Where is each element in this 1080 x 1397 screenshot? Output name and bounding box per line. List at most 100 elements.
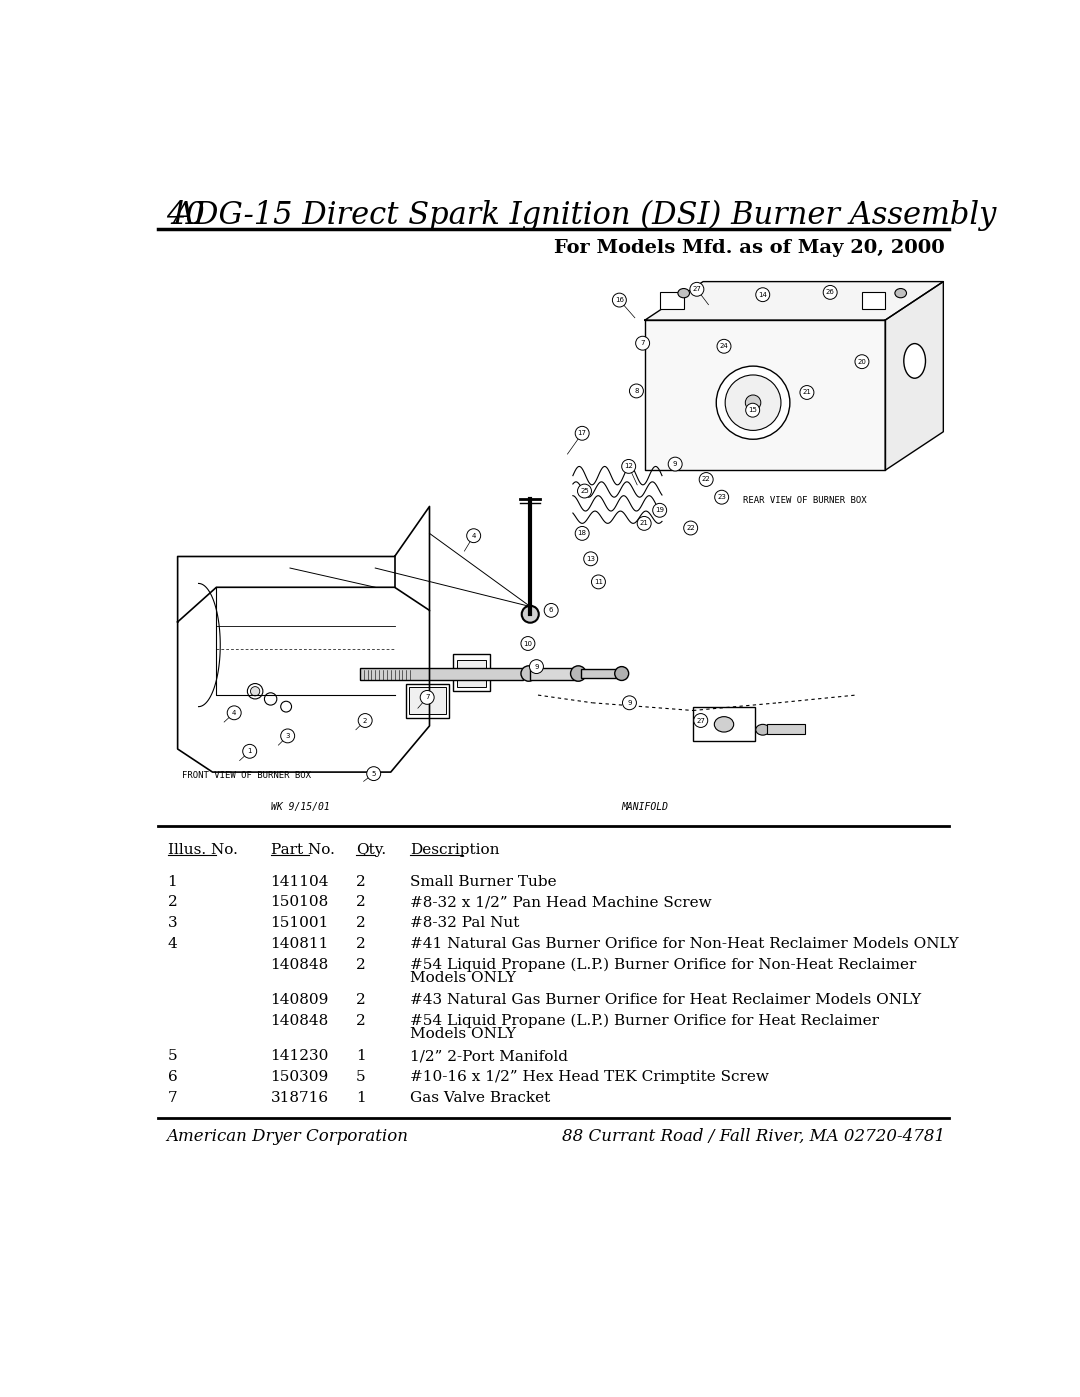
Text: 4: 4 <box>167 937 177 951</box>
Circle shape <box>420 690 434 704</box>
Text: 16: 16 <box>615 298 624 303</box>
Text: 5: 5 <box>372 771 376 777</box>
Text: #41 Natural Gas Burner Orifice for Non-Heat Reclaimer Models ONLY: #41 Natural Gas Burner Orifice for Non-H… <box>410 937 959 951</box>
Text: 1: 1 <box>167 875 177 888</box>
Text: 20: 20 <box>858 359 866 365</box>
Text: Models ONLY: Models ONLY <box>410 1027 516 1041</box>
Text: 2: 2 <box>356 916 366 930</box>
Text: 2: 2 <box>356 875 366 888</box>
Text: 9: 9 <box>673 461 677 467</box>
Text: 88 Currant Road / Fall River, MA 02720-4781: 88 Currant Road / Fall River, MA 02720-4… <box>562 1127 945 1144</box>
Text: 140809: 140809 <box>271 993 329 1007</box>
Circle shape <box>669 457 683 471</box>
Circle shape <box>636 337 649 351</box>
Bar <box>530 668 577 680</box>
Ellipse shape <box>615 666 629 680</box>
Text: 1: 1 <box>356 1049 366 1063</box>
Circle shape <box>690 282 704 296</box>
Text: 18: 18 <box>578 531 586 536</box>
Circle shape <box>247 683 262 698</box>
Text: 6: 6 <box>549 608 553 613</box>
Circle shape <box>637 517 651 531</box>
Text: Part No.: Part No. <box>271 842 335 856</box>
Text: 1/2” 2-Port Manifold: 1/2” 2-Port Manifold <box>410 1049 568 1063</box>
Circle shape <box>855 355 869 369</box>
Circle shape <box>699 472 713 486</box>
Text: 7: 7 <box>167 1091 177 1105</box>
Text: 6: 6 <box>167 1070 177 1084</box>
Circle shape <box>800 386 814 400</box>
Text: Qty.: Qty. <box>356 842 386 856</box>
Text: 141230: 141230 <box>271 1049 329 1063</box>
Text: 2: 2 <box>363 718 367 724</box>
Text: 1: 1 <box>356 1091 366 1105</box>
Text: 10: 10 <box>524 640 532 647</box>
Circle shape <box>592 576 606 588</box>
Circle shape <box>717 339 731 353</box>
Circle shape <box>281 729 295 743</box>
Circle shape <box>467 529 481 542</box>
Text: 318716: 318716 <box>271 1091 328 1105</box>
Bar <box>409 687 446 714</box>
Text: 150309: 150309 <box>271 1070 329 1084</box>
Bar <box>661 292 684 309</box>
Text: 14: 14 <box>758 292 767 298</box>
Ellipse shape <box>756 725 770 735</box>
Circle shape <box>622 696 636 710</box>
Bar <box>360 668 523 680</box>
Ellipse shape <box>522 606 539 623</box>
Ellipse shape <box>678 289 689 298</box>
Circle shape <box>756 288 770 302</box>
Text: ADG-15 Direct Spark Ignition (DSI) Burner Assembly: ADG-15 Direct Spark Ignition (DSI) Burne… <box>173 200 997 231</box>
Text: 2: 2 <box>356 895 366 909</box>
Bar <box>581 669 619 678</box>
Text: Models ONLY: Models ONLY <box>410 971 516 985</box>
Text: 24: 24 <box>719 344 728 349</box>
Text: 13: 13 <box>586 556 595 562</box>
Text: 9: 9 <box>535 664 539 669</box>
Circle shape <box>693 714 707 728</box>
Text: 8: 8 <box>634 388 638 394</box>
Text: 11: 11 <box>594 578 603 585</box>
Text: 23: 23 <box>717 495 726 500</box>
Text: 141104: 141104 <box>271 875 329 888</box>
Circle shape <box>652 503 666 517</box>
Text: 3: 3 <box>167 916 177 930</box>
Text: 2: 2 <box>167 895 177 909</box>
Ellipse shape <box>714 717 733 732</box>
Text: 26: 26 <box>826 289 835 295</box>
Circle shape <box>281 701 292 712</box>
Circle shape <box>578 485 592 497</box>
Circle shape <box>529 659 543 673</box>
Text: 1: 1 <box>247 749 252 754</box>
Text: 5: 5 <box>356 1070 365 1084</box>
Circle shape <box>684 521 698 535</box>
Text: 7: 7 <box>640 341 645 346</box>
Ellipse shape <box>570 666 586 682</box>
Circle shape <box>622 460 636 474</box>
Text: For Models Mfd. as of May 20, 2000: For Models Mfd. as of May 20, 2000 <box>554 239 945 257</box>
Text: #54 Liquid Propane (L.P.) Burner Orifice for Non-Heat Reclaimer: #54 Liquid Propane (L.P.) Burner Orifice… <box>410 958 917 972</box>
Text: 151001: 151001 <box>271 916 329 930</box>
Circle shape <box>367 767 380 781</box>
Text: 140811: 140811 <box>271 937 329 951</box>
Circle shape <box>359 714 373 728</box>
Text: 25: 25 <box>580 488 589 495</box>
Text: 21: 21 <box>639 520 649 527</box>
Text: 22: 22 <box>702 476 711 482</box>
Text: 15: 15 <box>748 407 757 414</box>
Circle shape <box>576 527 590 541</box>
Text: #8-32 Pal Nut: #8-32 Pal Nut <box>410 916 519 930</box>
Text: 3: 3 <box>285 733 289 739</box>
Bar <box>767 725 806 733</box>
Text: 4: 4 <box>232 710 237 715</box>
Bar <box>453 654 490 692</box>
Text: 4: 4 <box>472 532 476 539</box>
Text: Gas Valve Bracket: Gas Valve Bracket <box>410 1091 551 1105</box>
Circle shape <box>521 637 535 651</box>
Text: Description: Description <box>410 842 500 856</box>
Text: FRONT VIEW OF BURNER BOX: FRONT VIEW OF BURNER BOX <box>181 771 311 781</box>
Circle shape <box>576 426 590 440</box>
Text: Illus. No.: Illus. No. <box>167 842 238 856</box>
Polygon shape <box>645 282 943 320</box>
